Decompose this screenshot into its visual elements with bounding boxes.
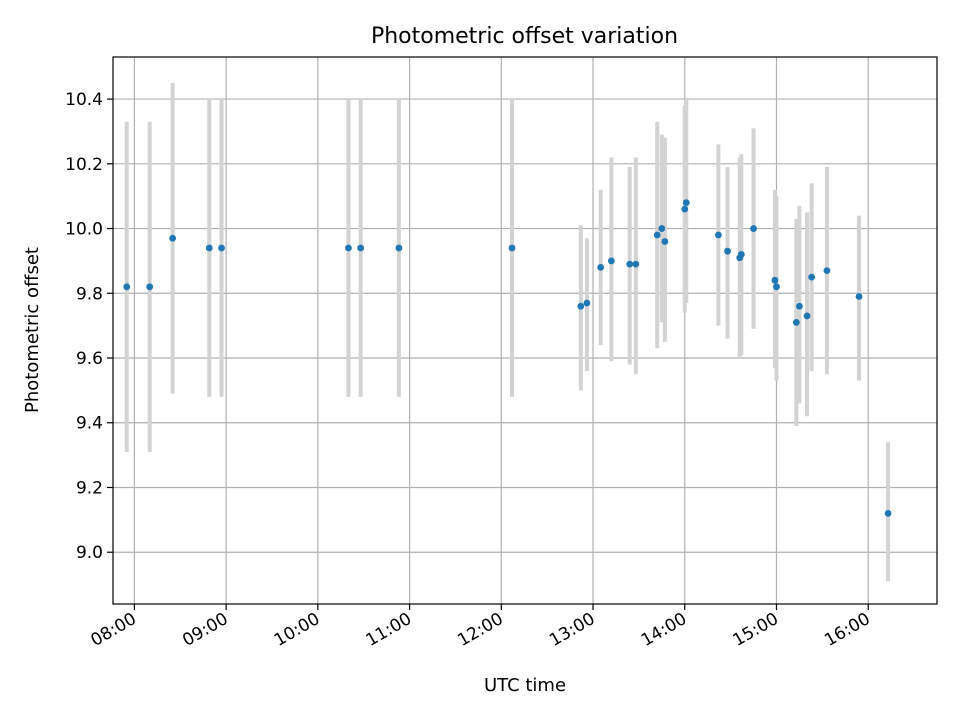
grid — [113, 57, 937, 604]
data-point — [796, 302, 803, 310]
data-point — [169, 234, 177, 242]
data-point — [803, 312, 811, 320]
data-point — [577, 302, 585, 310]
data-point — [123, 283, 131, 291]
data-point — [508, 244, 516, 252]
y-tick-label: 9.6 — [76, 349, 103, 369]
data-point — [205, 244, 213, 252]
data-point — [597, 263, 605, 271]
x-axis-label: UTC time — [484, 675, 566, 696]
data-point — [146, 283, 154, 291]
y-tick-label: 10.0 — [65, 220, 103, 240]
data-point — [653, 231, 661, 239]
data-point — [395, 244, 403, 252]
data-point — [737, 251, 745, 258]
data-point — [681, 205, 689, 213]
data-point — [724, 247, 731, 255]
data-point — [792, 319, 800, 326]
data-point — [682, 199, 690, 207]
data-point — [658, 225, 666, 232]
y-tick-label: 10.4 — [65, 90, 103, 110]
data-point — [661, 238, 669, 245]
y-tick-label: 9.0 — [76, 543, 103, 563]
y-axis-label: Photometric offset — [22, 247, 43, 413]
data-point — [771, 276, 779, 284]
data-point — [714, 231, 722, 239]
y-tick-label: 9.2 — [76, 478, 103, 498]
data-point — [808, 273, 816, 281]
data-point — [583, 299, 591, 307]
data-point — [607, 257, 615, 265]
data-point — [773, 283, 780, 291]
y-tick-label: 9.4 — [76, 414, 103, 434]
plot-area-frame — [112, 56, 938, 605]
y-tick-label: 9.8 — [76, 284, 103, 304]
data-point — [357, 244, 365, 252]
data-point — [345, 244, 352, 252]
data-point — [632, 260, 640, 268]
y-tick-label: 10.2 — [65, 155, 103, 175]
data-point — [750, 225, 757, 232]
data-points — [123, 199, 892, 517]
data-point — [884, 509, 892, 517]
data-point — [626, 260, 634, 268]
data-point — [218, 244, 225, 252]
data-point — [855, 293, 863, 300]
chart-title: Photometric offset variation — [371, 24, 678, 49]
data-point — [823, 267, 831, 275]
